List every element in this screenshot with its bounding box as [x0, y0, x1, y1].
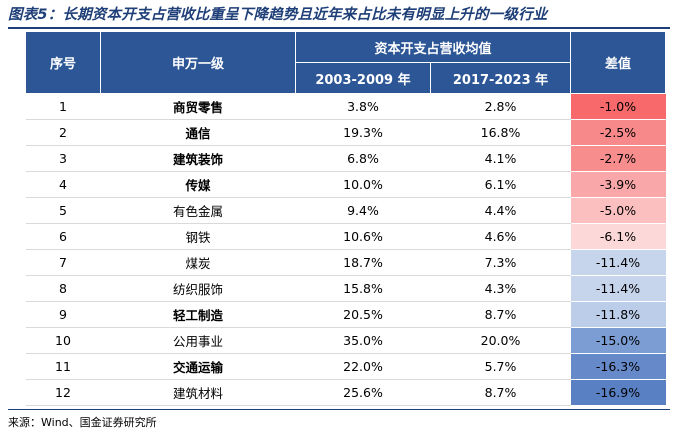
cell-diff: -2.5% — [570, 119, 666, 146]
cell-period1: 19.3% — [295, 119, 431, 146]
cell-no: 5 — [25, 197, 101, 224]
cell-diff: -1.0% — [570, 93, 666, 120]
cell-industry: 纺织服饰 — [100, 275, 296, 302]
cell-no: 2 — [25, 119, 101, 146]
cell-industry: 公用事业 — [100, 327, 296, 354]
table-row: 11 交通运输 22.0% 5.7% -16.3% — [25, 353, 666, 380]
cell-diff: -16.9% — [570, 379, 666, 406]
cell-period1: 18.7% — [295, 249, 431, 276]
cell-no: 8 — [25, 275, 101, 302]
cell-no: 1 — [25, 93, 101, 120]
cell-industry: 有色金属 — [100, 197, 296, 224]
header-index: 序号 — [25, 31, 101, 94]
header-period1: 2003-2009 年 — [295, 62, 431, 94]
header-industry: 申万一级 — [100, 31, 296, 94]
cell-no: 11 — [25, 353, 101, 380]
cell-period2: 4.4% — [430, 197, 571, 224]
cell-period1: 35.0% — [295, 327, 431, 354]
cell-period2: 6.1% — [430, 171, 571, 198]
cell-period1: 10.6% — [295, 223, 431, 250]
cell-industry: 煤炭 — [100, 249, 296, 276]
cell-period1: 3.8% — [295, 93, 431, 120]
cell-no: 7 — [25, 249, 101, 276]
table-row: 2 通信 19.3% 16.8% -2.5% — [25, 119, 666, 146]
cell-period2: 7.3% — [430, 249, 571, 276]
cell-period2: 20.0% — [430, 327, 571, 354]
header-group: 资本开支占营收均值 — [294, 31, 572, 63]
cell-period1: 9.4% — [295, 197, 431, 224]
data-table: 序号 申万一级 资本开支占营收均值 差值 2003-2009 年 2017-20… — [25, 31, 667, 406]
cell-no: 10 — [25, 327, 101, 354]
table-row: 12 建筑材料 25.6% 8.7% -16.9% — [25, 379, 666, 406]
cell-diff: -2.7% — [570, 145, 666, 172]
table-row: 8 纺织服饰 15.8% 4.3% -11.4% — [25, 275, 666, 302]
source-note: 来源：Wind、国金证券研究所 — [8, 416, 157, 429]
figure-title: 图表5：长期资本开支占营收比重呈下降趋势且近年来占比未有明显上升的一级行业 — [8, 7, 548, 23]
cell-industry: 传媒 — [100, 171, 296, 198]
cell-industry: 交通运输 — [100, 353, 296, 380]
table-row: 5 有色金属 9.4% 4.4% -5.0% — [25, 197, 666, 224]
table-row: 3 建筑装饰 6.8% 4.1% -2.7% — [25, 145, 666, 172]
cell-period2: 4.3% — [430, 275, 571, 302]
cell-industry: 建筑材料 — [100, 379, 296, 406]
cell-period1: 22.0% — [295, 353, 431, 380]
cell-diff: -11.4% — [570, 275, 666, 302]
header-period2: 2017-2023 年 — [429, 62, 572, 94]
table-row: 7 煤炭 18.7% 7.3% -11.4% — [25, 249, 666, 276]
table-row: 10 公用事业 35.0% 20.0% -15.0% — [25, 327, 666, 354]
bottom-rule — [8, 409, 670, 410]
table-row: 9 轻工制造 20.5% 8.7% -11.8% — [25, 301, 666, 328]
cell-period2: 5.7% — [430, 353, 571, 380]
cell-period2: 4.1% — [430, 145, 571, 172]
cell-period1: 15.8% — [295, 275, 431, 302]
cell-period1: 6.8% — [295, 145, 431, 172]
cell-period2: 16.8% — [430, 119, 571, 146]
cell-period1: 20.5% — [295, 301, 431, 328]
cell-diff: -5.0% — [570, 197, 666, 224]
cell-industry: 建筑装饰 — [100, 145, 296, 172]
cell-period2: 4.6% — [430, 223, 571, 250]
table-body: 1 商贸零售 3.8% 2.8% -1.0% 2 通信 19.3% 16.8% -2.5% 3 建筑装… — [25, 93, 666, 406]
table-row: 6 钢铁 10.6% 4.6% -6.1% — [25, 223, 666, 250]
cell-industry: 轻工制造 — [100, 301, 296, 328]
cell-period2: 8.7% — [430, 301, 571, 328]
cell-industry: 商贸零售 — [100, 93, 296, 120]
cell-no: 12 — [25, 379, 101, 406]
cell-no: 3 — [25, 145, 101, 172]
cell-diff: -11.8% — [570, 301, 666, 328]
cell-no: 6 — [25, 223, 101, 250]
title-rule — [8, 27, 670, 29]
cell-industry: 通信 — [100, 119, 296, 146]
cell-period1: 10.0% — [295, 171, 431, 198]
header-diff: 差值 — [570, 31, 667, 94]
cell-diff: -16.3% — [570, 353, 666, 380]
cell-period1: 25.6% — [295, 379, 431, 406]
cell-diff: -6.1% — [570, 223, 666, 250]
cell-no: 4 — [25, 171, 101, 198]
cell-industry: 钢铁 — [100, 223, 296, 250]
table-row: 1 商贸零售 3.8% 2.8% -1.0% — [25, 93, 666, 120]
cell-no: 9 — [25, 301, 101, 328]
table-row: 4 传媒 10.0% 6.1% -3.9% — [25, 171, 666, 198]
cell-period2: 2.8% — [430, 93, 571, 120]
cell-diff: -3.9% — [570, 171, 666, 198]
cell-period2: 8.7% — [430, 379, 571, 406]
cell-diff: -15.0% — [570, 327, 666, 354]
cell-diff: -11.4% — [570, 249, 666, 276]
